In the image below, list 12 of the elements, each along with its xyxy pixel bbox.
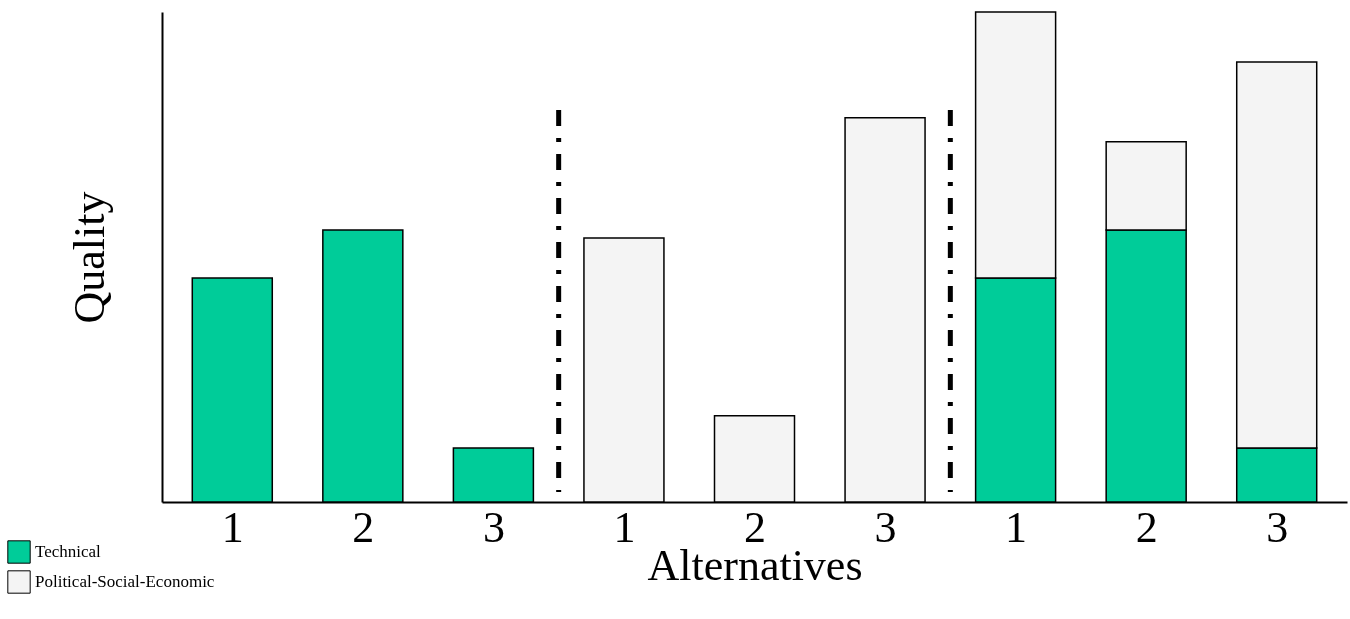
x-tick-label: 2 [744, 502, 766, 552]
x-tick-label: 2 [1135, 502, 1158, 552]
y-axis-title: Quality [64, 191, 114, 324]
x-tick-label: 1 [1005, 502, 1028, 552]
legend-label: Political-Social-Economic [35, 572, 215, 591]
x-tick-label: 2 [352, 502, 375, 552]
x-tick-label: 3 [1266, 502, 1289, 552]
x-tick-label: 1 [613, 502, 636, 552]
x-tick-label: 3 [482, 502, 505, 552]
x-tick-label: 3 [874, 502, 897, 552]
legend-label: Technical [35, 542, 102, 561]
x-tick-label: 1 [221, 502, 244, 552]
